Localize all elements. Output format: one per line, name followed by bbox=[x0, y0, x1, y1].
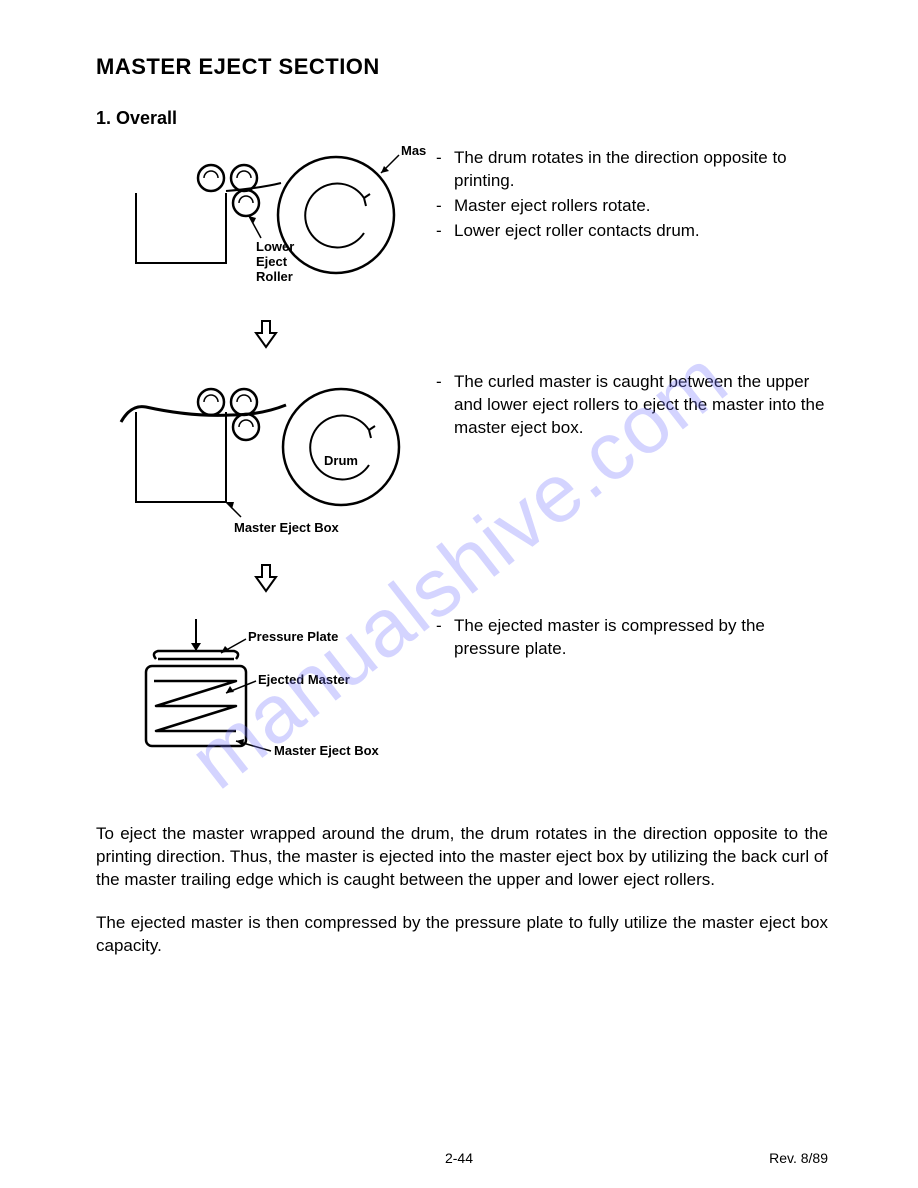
body-paragraph-1: To eject the master wrapped around the d… bbox=[96, 823, 828, 892]
label-lower-eject-2: Eject bbox=[256, 254, 288, 269]
step-2-text: -The curled master is caught between the… bbox=[436, 367, 828, 442]
body-paragraph-2: The ejected master is then compressed by… bbox=[96, 912, 828, 958]
diagram-2: Drum Master Eject Box bbox=[96, 367, 436, 603]
revision: Rev. 8/89 bbox=[769, 1150, 828, 1166]
label-master-eject-box: Master Eject Box bbox=[234, 520, 340, 535]
label-lower-eject-3: Roller bbox=[256, 269, 293, 284]
bullet: The curled master is caught between the … bbox=[454, 371, 828, 440]
step-3: Pressure Plate Ejected Master Master Eje… bbox=[96, 611, 828, 781]
subsection-heading: 1. Overall bbox=[96, 108, 828, 129]
down-arrow-icon bbox=[253, 319, 279, 349]
label-drum: Drum bbox=[324, 453, 358, 468]
diagram-1: Master Lower Eject Roller bbox=[96, 143, 436, 359]
down-arrow-icon bbox=[253, 563, 279, 593]
label-lower-eject-1: Lower bbox=[256, 239, 294, 254]
step-1: Master Lower Eject Roller -The drum rota… bbox=[96, 143, 828, 359]
bullet: Lower eject roller contacts drum. bbox=[454, 220, 828, 243]
label-master-eject-box-2: Master Eject Box bbox=[274, 743, 380, 758]
page-number: 2-44 bbox=[445, 1150, 473, 1166]
bullet: The ejected master is compressed by the … bbox=[454, 615, 828, 661]
step-3-text: -The ejected master is compressed by the… bbox=[436, 611, 828, 663]
label-pressure-plate: Pressure Plate bbox=[248, 629, 338, 644]
step-1-text: -The drum rotates in the direction oppos… bbox=[436, 143, 828, 245]
section-title: MASTER EJECT SECTION bbox=[96, 54, 828, 80]
bullet: The drum rotates in the direction opposi… bbox=[454, 147, 828, 193]
bullet: Master eject rollers rotate. bbox=[454, 195, 828, 218]
label-ejected-master: Ejected Master bbox=[258, 672, 350, 687]
step-2: Drum Master Eject Box -The curled master… bbox=[96, 367, 828, 603]
label-master: Master bbox=[401, 143, 426, 158]
diagram-3: Pressure Plate Ejected Master Master Eje… bbox=[96, 611, 436, 781]
